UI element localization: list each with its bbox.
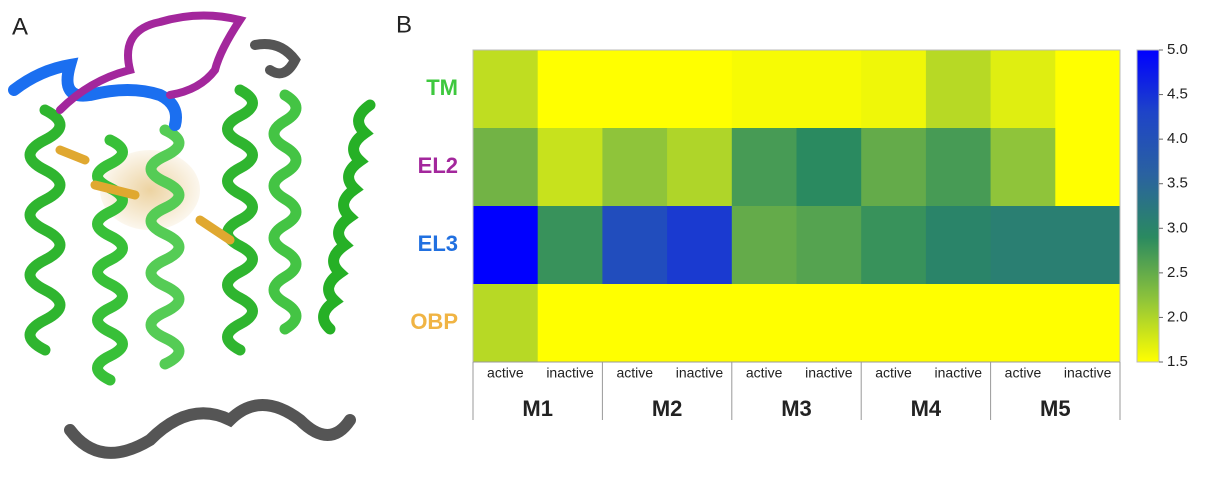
heat-cell (732, 50, 797, 129)
column-label: active (746, 365, 783, 381)
heat-cell (926, 50, 991, 129)
heat-cell (1055, 284, 1120, 363)
heat-cell (926, 284, 991, 363)
heat-cell (926, 206, 991, 285)
column-label: inactive (1064, 365, 1112, 381)
row-label: OBP (410, 309, 458, 334)
colorbar-tick-label: 4.5 (1167, 86, 1188, 103)
colorbar (1137, 50, 1159, 362)
heat-cell (797, 206, 862, 285)
heat-cell (861, 128, 926, 207)
heat-cell (797, 50, 862, 129)
colorbar-tick-label: 5.0 (1167, 41, 1188, 58)
group-label: M5 (1040, 396, 1071, 421)
heat-cell (538, 284, 603, 363)
heat-cell (991, 128, 1056, 207)
colorbar-tick-label: 1.5 (1167, 353, 1188, 370)
row-label: EL3 (418, 231, 458, 256)
group-label: M2 (652, 396, 683, 421)
panel-label: B (396, 11, 412, 38)
column-label: inactive (805, 365, 853, 381)
column-label: active (1005, 365, 1042, 381)
heat-cell (473, 284, 538, 363)
helix (30, 110, 60, 350)
heat-cell (797, 284, 862, 363)
heat-cell (732, 128, 797, 207)
row-label: TM (426, 75, 458, 100)
heat-cell (1055, 50, 1120, 129)
heat-cell (538, 50, 603, 129)
row-label: EL2 (418, 153, 458, 178)
heat-cell (473, 128, 538, 207)
column-label: active (487, 365, 524, 381)
heat-cell (732, 284, 797, 363)
panel-label: A (12, 13, 28, 40)
colorbar-tick-label: 2.0 (1167, 308, 1188, 325)
heat-cell (991, 50, 1056, 129)
heat-cell (991, 284, 1056, 363)
colorbar-tick-label: 3.0 (1167, 219, 1188, 236)
heat-cell (473, 206, 538, 285)
loop (255, 44, 295, 73)
colorbar-tick-label: 4.0 (1167, 130, 1188, 147)
loop (70, 405, 350, 453)
heat-cell (538, 206, 603, 285)
heat-cell (602, 206, 667, 285)
heat-cell (732, 206, 797, 285)
heatmap: TM EL2 EL3 OBP active inactive active inactive a… (410, 41, 1188, 421)
heat-cell (797, 128, 862, 207)
column-label: inactive (676, 365, 724, 381)
column-label: inactive (935, 365, 983, 381)
heat-cell (667, 284, 732, 363)
heat-cell (991, 206, 1056, 285)
helix (228, 90, 253, 350)
group-label: M3 (781, 396, 812, 421)
heat-cell (602, 284, 667, 363)
heat-cell (1055, 128, 1120, 207)
group-label: M4 (911, 396, 942, 421)
heat-cell (667, 128, 732, 207)
heat-cell (473, 50, 538, 129)
heat-cell (1055, 206, 1120, 285)
heat-cell (538, 128, 603, 207)
column-label: inactive (546, 365, 594, 381)
heat-cell (861, 206, 926, 285)
figure: A B TM EL2 EL3 OBP active inactive active inact… (0, 0, 1207, 482)
heat-cell (926, 128, 991, 207)
heat-cell (602, 50, 667, 129)
colorbar-tick-label: 3.5 (1167, 175, 1188, 192)
column-label: active (875, 365, 912, 381)
heat-cell (667, 50, 732, 129)
helix (324, 105, 370, 329)
heat-cell (861, 284, 926, 363)
column-label: active (616, 365, 653, 381)
colorbar-tick-label: 2.5 (1167, 264, 1188, 281)
helix (274, 95, 296, 329)
heat-cell (602, 128, 667, 207)
group-label: M1 (522, 396, 553, 421)
protein-structure (14, 15, 370, 452)
extracellular-loop-3 (14, 65, 176, 125)
heat-cell (861, 50, 926, 129)
heat-cell (667, 206, 732, 285)
